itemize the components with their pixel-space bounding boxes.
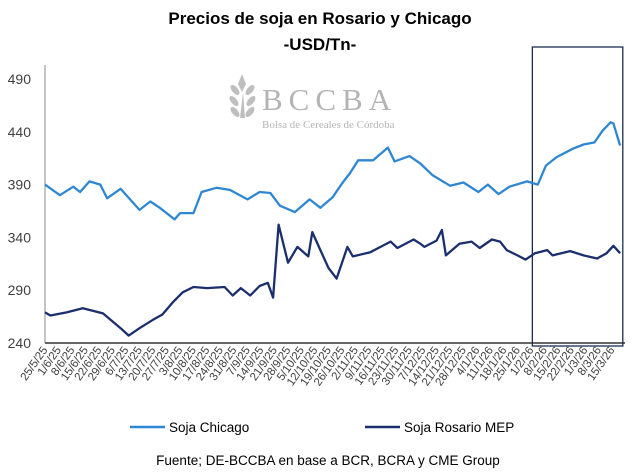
wheat-icon xyxy=(229,74,256,118)
y-tick-label: 440 xyxy=(8,124,32,140)
legend-label-chicago: Soja Chicago xyxy=(169,420,249,435)
y-tick-label: 390 xyxy=(8,177,32,193)
series-line-soja-rosario-mep xyxy=(44,223,621,337)
series-lines xyxy=(44,121,622,337)
y-tick-labels: 490 440 390 340 290 240 xyxy=(8,71,32,351)
logo-text: BCCBA xyxy=(262,82,397,117)
chart-subtitle: -USD/Tn- xyxy=(284,35,357,54)
legend-label-rosario: Soja Rosario MEP xyxy=(404,420,514,435)
bccba-logo: BCCBA Bolsa de Cereales de Córdoba xyxy=(229,74,397,131)
x-tick-labels: 25/5/251/6/258/6/2515/6/2522/6/2529/6/25… xyxy=(19,345,618,389)
chart-title: Precios de soja en Rosario y Chicago xyxy=(168,9,471,28)
y-tick-label: 290 xyxy=(8,282,32,298)
logo-subtitle: Bolsa de Cereales de Córdoba xyxy=(262,119,395,131)
y-tick-label: 240 xyxy=(8,335,32,351)
y-tick-label: 340 xyxy=(8,229,32,245)
y-tick-label: 490 xyxy=(8,71,32,87)
legend: Soja Chicago Soja Rosario MEP xyxy=(130,420,514,435)
highlight-box xyxy=(531,46,624,347)
source-note: Fuente; DE-BCCBA en base a BCR, BCRA y C… xyxy=(156,453,500,468)
series-line-soja-chicago xyxy=(44,121,622,221)
